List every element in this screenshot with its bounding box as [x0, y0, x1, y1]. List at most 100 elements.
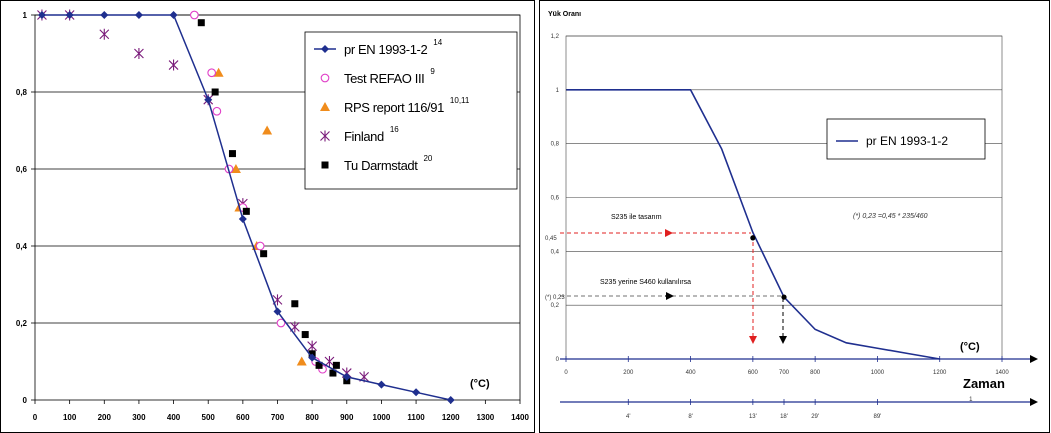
right-time-tick-label: 4' — [626, 414, 630, 420]
s235-label: S235 ile tasarım — [611, 214, 662, 221]
tu-darmstadt-point — [260, 250, 268, 258]
rps-report-116-91-point — [262, 125, 273, 135]
left-x-tick-label: 400 — [167, 413, 181, 422]
right-y-axis-title: Yük Oranı — [548, 11, 581, 18]
test-refao-iii-legend-label: Test REFAO III — [344, 71, 424, 86]
pr-en-1993-1-2-point — [100, 11, 109, 19]
left-x-tick-label: 100 — [63, 413, 77, 422]
left-chart: 0 0,2 0,4 0,6 0,8 1 0 100 200 300 400 500 600 700 800 9… — [0, 0, 535, 433]
left-x-tick-label: 1200 — [442, 413, 460, 422]
finland-point — [324, 356, 335, 367]
right-x-unit-label: (°C) — [960, 341, 980, 353]
pr-en-1993-1-2-point — [446, 396, 455, 404]
rps-report-116-91-point — [230, 164, 241, 173]
left-x-tick-label: 800 — [305, 413, 319, 422]
pr-en-1993-1-2-point — [169, 11, 178, 19]
finland-legend-label: Finland — [344, 129, 384, 144]
finland-point — [168, 59, 179, 71]
left-x-tick-label: 1100 — [407, 413, 425, 422]
right-x-tick-label: 1000 — [871, 370, 885, 376]
right-time-tick-label: 1 — [969, 397, 973, 403]
pr-en-1993-1-2-point — [204, 95, 213, 104]
left-x-tick-label: 900 — [340, 413, 354, 422]
test-refao-iii-point — [207, 68, 217, 78]
tu-darmstadt-legend-label: Tu Darmstadt — [344, 158, 418, 173]
right-legend: pr EN 1993-1-2 — [826, 118, 986, 160]
left-x-tick-label: 0 — [33, 413, 38, 422]
left-x-tick-label: 1400 — [511, 413, 529, 422]
rps-report-116-91-legend-ref: 10,11 — [450, 96, 470, 105]
right-extra-y-tick-label: 0,45 — [545, 236, 557, 242]
pr-en-1993-1-2-point — [37, 11, 46, 19]
left-y-tick-label: 0,2 — [16, 319, 28, 328]
left-x-tick-label: 1300 — [476, 413, 494, 422]
tu-darmstadt-point — [315, 361, 323, 369]
pr-en-1993-1-2-point — [65, 11, 74, 19]
right-highlight-point — [781, 294, 787, 300]
right-time-tick-label: 29' — [811, 414, 819, 420]
right-y-tick-label: 0,8 — [551, 142, 560, 148]
right-time-tick-label: 8' — [688, 414, 692, 420]
test-refao-iii-legend-ref: 9 — [430, 67, 435, 76]
note-label: (*) 0,23 =0,45 * 235/460 — [853, 213, 928, 220]
right-x-tick-label: 600 — [748, 370, 759, 376]
pr-en-1993-1-2-point — [238, 215, 247, 224]
pr-en-1993-1-2-point — [308, 353, 317, 362]
pr-en-1993-1-2-legend-label: pr EN 1993-1-2 — [344, 42, 427, 57]
right-legend-box — [826, 118, 986, 160]
tu-darmstadt-point — [228, 150, 236, 158]
right-x-tick-label: 200 — [623, 370, 634, 376]
left-y-tick-label: 0 — [23, 396, 28, 405]
right-time-tick-label: 13' — [749, 414, 757, 420]
test-refao-iii-point — [190, 10, 199, 20]
test-refao-iii-point — [212, 106, 222, 116]
right-y-tick-label: 0,6 — [551, 196, 560, 202]
right-annotations: S235 ile tasarım S235 yerine S460 kullan… — [560, 213, 928, 344]
right-chart: Yük Oranı S235 ile tasarım S235 yerine S… — [539, 0, 1050, 433]
right-y-tick-label: 1,2 — [551, 34, 560, 40]
finland-point — [134, 48, 144, 59]
left-x-tick-label: 500 — [202, 413, 216, 422]
tu-darmstadt-point — [291, 300, 299, 308]
left-legend: pr EN 1993-1-2 14 Test REFAO III 9 RPS repor… — [304, 31, 518, 190]
left-x-tick-label: 300 — [132, 413, 146, 422]
tu-darmstadt-legend-ref: 20 — [423, 154, 432, 163]
finland-point — [307, 340, 318, 352]
test-refao-iii-point — [255, 241, 265, 251]
finland-point — [99, 28, 110, 40]
tu-darmstadt-point — [301, 331, 309, 339]
right-x-tick-label: 1200 — [933, 370, 947, 376]
rps-report-116-91-point — [296, 356, 307, 366]
right-extra-x-tick-label: 700 — [779, 370, 790, 376]
right-time-tick-label: 89' — [874, 414, 882, 420]
right-y-tick-label: 0 — [556, 357, 560, 363]
right-y-tick-label: 1 — [556, 88, 560, 94]
tu-darmstadt-point — [197, 19, 205, 27]
right-highlight-point — [750, 235, 756, 241]
test-refao-iii-point — [276, 318, 286, 328]
finland-legend-ref: 16 — [390, 125, 399, 134]
right-x-tick-label: 0 — [564, 370, 568, 376]
pr-en-1993-1-2-legend-swatch — [321, 45, 329, 53]
pr-en-1993-1-2-point — [342, 372, 351, 381]
right-y-tick-label: 0,2 — [551, 303, 560, 309]
pr-en-1993-1-2-point — [412, 388, 421, 397]
left-x-tick-label: 700 — [271, 413, 285, 422]
right-chart-frame — [539, 0, 1050, 433]
tu-darmstadt-point — [332, 361, 340, 369]
rps-report-116-91-legend-swatch — [320, 102, 330, 111]
right-x-tick-label: 800 — [810, 370, 821, 376]
right-legend-label: pr EN 1993-1-2 — [866, 134, 948, 148]
test-refao-iii-legend-swatch — [320, 73, 330, 83]
right-series-line — [566, 89, 940, 360]
left-x-tick-label: 200 — [98, 413, 112, 422]
tu-darmstadt-legend-swatch — [321, 161, 329, 169]
left-y-tick-label: 0,8 — [16, 88, 28, 97]
pr-en-1993-1-2-legend-ref: 14 — [433, 38, 442, 47]
rps-report-116-91-legend-label: RPS report 116/91 — [344, 100, 444, 115]
right-x-axis-title: Zaman — [963, 376, 1005, 391]
left-x-unit-label: (°C) — [470, 378, 490, 390]
right-extra-y-tick-label: (*) 0,23 — [545, 295, 565, 301]
left-x-tick-label: 1000 — [373, 413, 391, 422]
